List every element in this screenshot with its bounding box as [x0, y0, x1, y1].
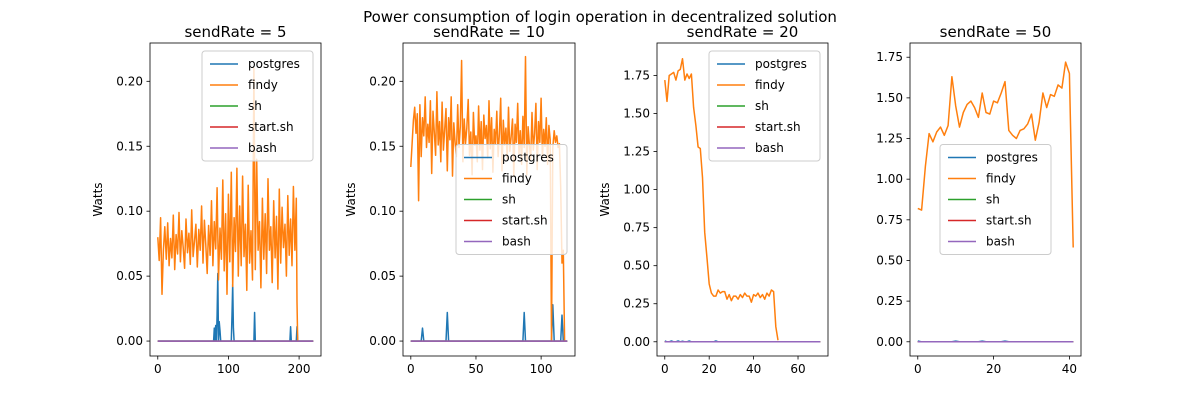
- y-axis-label: Watts: [91, 182, 105, 216]
- legend-label-postgres: postgres: [986, 151, 1038, 165]
- x-tick-label: 40: [1062, 362, 1077, 376]
- legend-box: [201, 50, 314, 162]
- y-tick-label: 1.25: [623, 145, 650, 159]
- legend: postgres findy sh start.sh bash: [201, 50, 314, 162]
- x-tick-label: 0: [914, 362, 922, 376]
- figure-suptitle: Power consumption of login operation in …: [363, 8, 837, 26]
- y-tick-label: 0.10: [116, 204, 143, 218]
- legend-label-postgres: postgres: [755, 57, 807, 71]
- subplot-title: sendRate = 50: [940, 23, 1052, 41]
- subplot-3: 0 20 40 60 0.00 0.25 0.50 0.75 1.00 1.25 1.50 1.75 s…: [598, 23, 829, 376]
- y-axis-label: Watts: [598, 182, 612, 216]
- legend-label-bash: bash: [755, 141, 784, 155]
- y-tick-label: 0.20: [116, 74, 143, 88]
- subplot-2: 0 50 100 0.00 0.05 0.10 0.15 0.20 sendRate = 10 W…: [344, 23, 576, 376]
- legend-label-sh: sh: [986, 193, 1000, 207]
- x-tick-label: 0: [407, 362, 415, 376]
- series-line-findy: [664, 57, 779, 341]
- series-group: [664, 57, 821, 343]
- y-tick-label: 1.75: [876, 50, 903, 64]
- y-tick-label: 0.00: [369, 334, 396, 348]
- x-tick-label: 200: [288, 362, 311, 376]
- legend-label-start-sh: start.sh: [502, 214, 548, 228]
- legend-box: [939, 144, 1052, 255]
- series-group: [917, 61, 1074, 343]
- x-tick-label: 20: [986, 362, 1001, 376]
- series-line-findy: [157, 67, 299, 342]
- subplot-title: sendRate = 10: [433, 23, 545, 41]
- legend: postgres findy sh start.sh bash: [708, 50, 821, 162]
- y-tick-label: 0.25: [876, 294, 903, 308]
- subplot-title: sendRate = 5: [184, 23, 286, 41]
- legend-label-findy: findy: [248, 78, 278, 92]
- y-tick-label: 0.20: [369, 74, 396, 88]
- x-tick-label: 100: [530, 362, 553, 376]
- x-tick-label: 100: [217, 362, 240, 376]
- y-tick-label: 0.05: [116, 269, 143, 283]
- subplot-1: 0 100 200 0.00 0.05 0.10 0.15 0.20 sendRate = 5 W…: [91, 23, 322, 376]
- axes-frame: [402, 42, 576, 357]
- subplot-4: 0 20 40 0.00 0.25 0.50 0.75 1.00 1.25 1.50 1.75 sen…: [876, 23, 1082, 376]
- y-tick-label: 0.25: [623, 297, 650, 311]
- x-tick-label: 40: [746, 362, 761, 376]
- y-tick-label: 0.00: [876, 335, 903, 349]
- x-tick-label: 0: [154, 362, 162, 376]
- x-tick-label: 60: [790, 362, 805, 376]
- legend-box: [708, 50, 821, 162]
- subplot-title: sendRate = 20: [687, 23, 799, 41]
- legend-label-start-sh: start.sh: [248, 120, 294, 134]
- axes-frame: [909, 42, 1082, 357]
- legend-label-findy: findy: [502, 172, 532, 186]
- legend: postgres findy sh start.sh bash: [939, 144, 1052, 255]
- legend-label-bash: bash: [502, 235, 531, 249]
- legend-label-postgres: postgres: [502, 151, 554, 165]
- y-tick-label: 0.05: [369, 269, 396, 283]
- y-tick-label: 0.00: [116, 334, 143, 348]
- legend: postgres findy sh start.sh bash: [455, 144, 568, 255]
- series-line-findy: [917, 61, 1074, 248]
- legend-label-sh: sh: [502, 193, 516, 207]
- y-tick-label: 1.00: [623, 183, 650, 197]
- y-tick-label: 0.75: [623, 221, 650, 235]
- legend-label-findy: findy: [755, 78, 785, 92]
- y-tick-label: 0.15: [369, 139, 396, 153]
- legend-label-bash: bash: [248, 141, 277, 155]
- axes-frame: [149, 42, 322, 357]
- x-tick-label: 20: [702, 362, 717, 376]
- y-tick-label: 0.50: [623, 259, 650, 273]
- y-tick-label: 0.15: [116, 139, 143, 153]
- y-tick-label: 1.25: [876, 132, 903, 146]
- legend-label-postgres: postgres: [248, 57, 300, 71]
- y-tick-label: 1.75: [623, 68, 650, 82]
- y-tick-label: 1.50: [623, 107, 650, 121]
- legend-label-findy: findy: [986, 172, 1016, 186]
- x-tick-label: 50: [468, 362, 483, 376]
- legend-label-start-sh: start.sh: [986, 214, 1032, 228]
- series-group: [157, 67, 314, 342]
- axes-frame: [656, 42, 829, 357]
- legend-label-bash: bash: [986, 235, 1015, 249]
- y-tick-label: 0.00: [623, 335, 650, 349]
- legend-box: [455, 144, 568, 255]
- legend-label-sh: sh: [248, 99, 262, 113]
- legend-label-start-sh: start.sh: [755, 120, 801, 134]
- legend-label-sh: sh: [755, 99, 769, 113]
- y-tick-label: 0.10: [369, 204, 396, 218]
- y-tick-label: 1.50: [876, 91, 903, 105]
- series-line-postgres: [410, 303, 568, 342]
- y-axis-label: Watts: [344, 182, 358, 216]
- y-tick-label: 1.00: [876, 172, 903, 186]
- y-tick-label: 0.75: [876, 213, 903, 227]
- x-tick-label: 0: [661, 362, 669, 376]
- y-tick-label: 0.50: [876, 253, 903, 267]
